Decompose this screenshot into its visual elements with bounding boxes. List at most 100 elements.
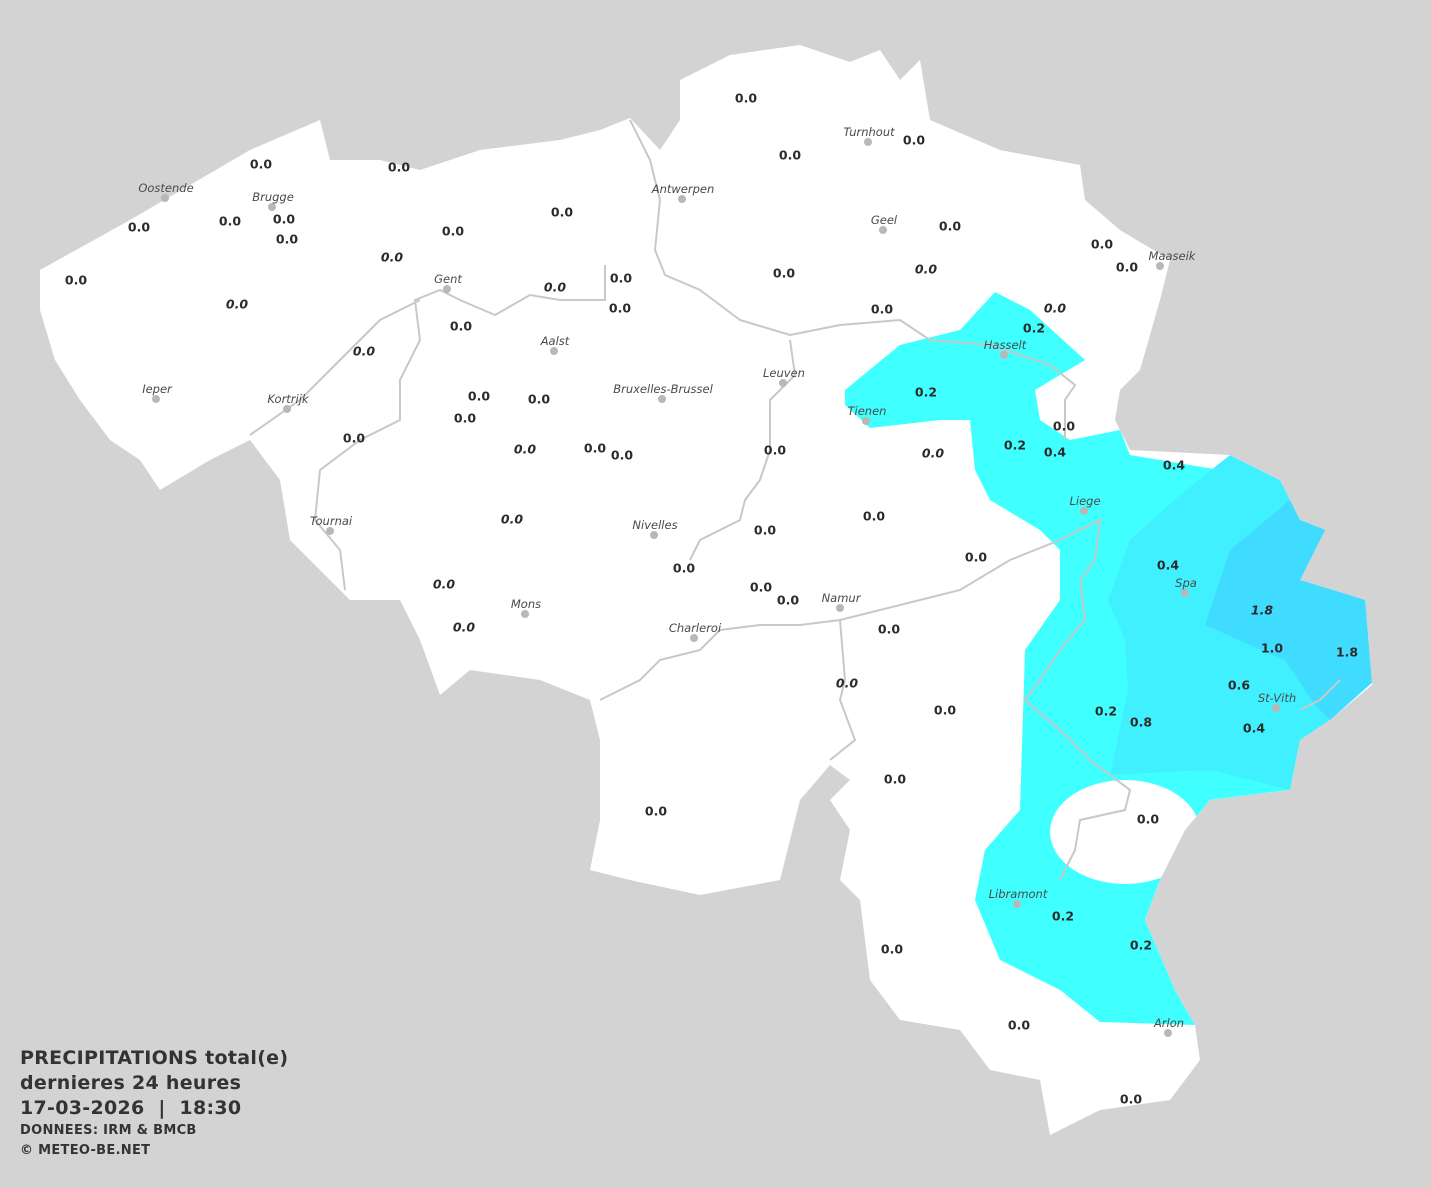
precip-reading: 0.0 <box>611 448 633 463</box>
precip-reading: 0.2 <box>1095 704 1117 719</box>
precip-reading: 0.0 <box>65 273 87 288</box>
precip-reading: 0.0 <box>939 219 961 234</box>
precip-reading: 0.0 <box>735 91 757 106</box>
legend-source: DONNEES: IRM & BMCB <box>20 1123 197 1138</box>
city-dot <box>1156 262 1164 270</box>
city-label: Nivelles <box>632 518 677 532</box>
precip-reading: 0.0 <box>1008 1018 1030 1033</box>
precip-reading: 0.4 <box>1044 445 1066 460</box>
precip-reading: 0.0 <box>934 703 956 718</box>
precip-reading: 1.8 <box>1336 645 1358 660</box>
precip-reading: 0.0 <box>965 550 987 565</box>
precip-reading: 0.0 <box>528 392 550 407</box>
precip-reading: 0.0 <box>276 232 298 247</box>
city-dot <box>1164 1029 1172 1037</box>
precip-reading: 0.0 <box>442 224 464 239</box>
city-label: Bruxelles-Brussel <box>613 382 713 396</box>
city-dot <box>678 195 686 203</box>
precip-reading: 0.0 <box>454 411 476 426</box>
precip-reading: 0.0 <box>610 271 632 286</box>
precip-reading: 0.0 <box>353 344 375 359</box>
precip-reading: 0.0 <box>219 214 241 229</box>
precip-reading: 0.0 <box>388 160 410 175</box>
river-line <box>1299 679 1341 711</box>
rivers <box>249 119 1341 881</box>
city-dot <box>283 405 291 413</box>
city-dot <box>879 226 887 234</box>
legend-title: PRECIPITATIONS total(e) <box>20 1047 289 1069</box>
precip-reading: 0.2 <box>1023 321 1045 336</box>
city-dot <box>1000 351 1008 359</box>
precip-reading: 0.0 <box>584 441 606 456</box>
city-dot <box>658 395 666 403</box>
precip-reading: 0.0 <box>645 804 667 819</box>
city-label: Arlon <box>1153 1016 1184 1030</box>
precip-reading: 1.8 <box>1251 603 1273 618</box>
city-label: Spa <box>1175 576 1197 590</box>
city-dot <box>779 379 787 387</box>
precip-reading: 0.0 <box>501 512 523 527</box>
city-label: Turnhout <box>843 125 895 139</box>
city-label: Antwerpen <box>651 182 715 196</box>
precip-reading: 0.0 <box>544 280 566 295</box>
precip-reading: 0.0 <box>453 620 475 635</box>
precip-reading: 0.0 <box>871 302 893 317</box>
precip-reading: 0.0 <box>468 389 490 404</box>
precip-reading: 0.0 <box>881 942 903 957</box>
precip-reading: 0.0 <box>764 443 786 458</box>
city-dot <box>836 604 844 612</box>
city-label: Maaseik <box>1149 249 1197 263</box>
river-line <box>313 265 606 591</box>
precip-reading: 0.2 <box>1052 909 1074 924</box>
city-label: Kortrijk <box>267 392 310 406</box>
dry-hole <box>1050 780 1200 884</box>
precip-reading: 0.0 <box>777 593 799 608</box>
city-label: Leuven <box>763 366 805 380</box>
precip-reading: 0.0 <box>750 580 772 595</box>
city-dot <box>1080 507 1088 515</box>
city-dot <box>161 194 169 202</box>
precip-reading: 0.0 <box>773 266 795 281</box>
city-dot <box>864 138 872 146</box>
city-dot <box>1013 900 1021 908</box>
city-dot <box>690 634 698 642</box>
precip-reading: 0.0 <box>1091 237 1113 252</box>
precip-reading: 0.2 <box>915 385 937 400</box>
precip-reading: 0.0 <box>273 212 295 227</box>
river-line <box>629 119 1077 440</box>
precip-reading: 0.0 <box>1053 419 1075 434</box>
precip-reading: 0.0 <box>250 157 272 172</box>
city-dot <box>862 417 870 425</box>
precip-reading: 1.0 <box>1261 641 1283 656</box>
city-label: Geel <box>871 213 898 227</box>
precip-reading: 0.0 <box>754 523 776 538</box>
city-label: Mons <box>511 597 541 611</box>
river-line <box>599 539 1061 701</box>
precip-reading: 0.0 <box>128 220 150 235</box>
city-dot <box>1181 589 1189 597</box>
cities-layer: Oostende Brugge Antwerpen Turnhout Geel Maase… <box>138 125 1296 1037</box>
readings-layer: 0.0 0.0 0.0 0.0 0.0 0.0 0.0 0.0 0.0 0.0 0.0 0.0 0.0 0… <box>65 91 1358 1107</box>
city-label: Ieper <box>142 382 173 396</box>
city-dot <box>268 203 276 211</box>
precip-reading: 0.6 <box>1228 678 1250 693</box>
city-label: Tournai <box>310 514 353 528</box>
precip-reading: 0.0 <box>863 509 885 524</box>
legend-datetime: 17-03-2026 | 18:30 <box>20 1097 242 1119</box>
precip-reading: 0.2 <box>1130 938 1152 953</box>
precip-reading: 0.4 <box>1163 458 1185 473</box>
precip-reading: 0.0 <box>922 446 944 461</box>
city-dot <box>650 531 658 539</box>
river-line <box>829 619 857 761</box>
precip-reading: 0.0 <box>433 577 455 592</box>
precip-reading: 0.0 <box>609 301 631 316</box>
precip-reading: 0.0 <box>915 262 937 277</box>
precip-reading: 0.0 <box>884 772 906 787</box>
city-dot <box>443 285 451 293</box>
city-dot <box>1272 704 1280 712</box>
precip-reading: 0.2 <box>1004 438 1026 453</box>
city-label: Aalst <box>540 334 570 348</box>
precip-reading: 0.0 <box>450 319 472 334</box>
